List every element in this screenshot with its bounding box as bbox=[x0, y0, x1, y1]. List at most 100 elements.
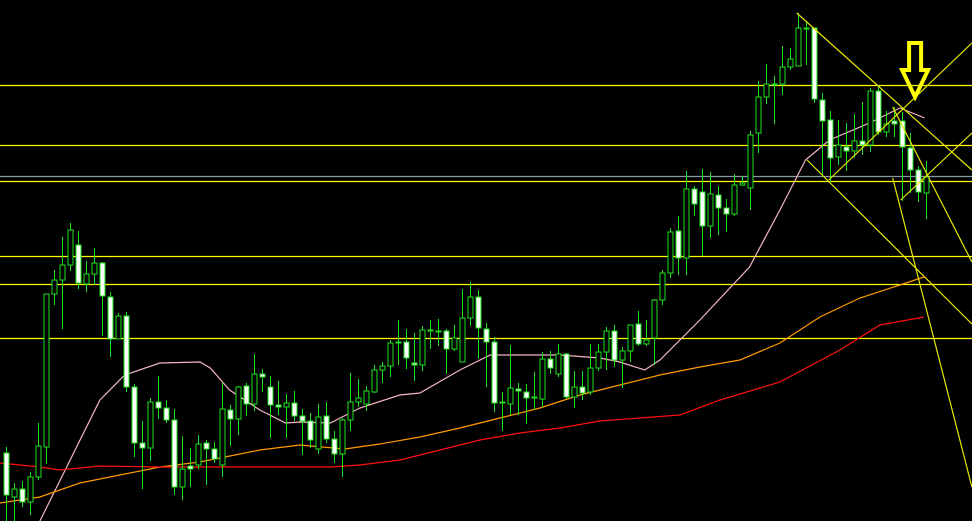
bearish-candle-body bbox=[723, 207, 730, 215]
bullish-candle-body bbox=[27, 476, 34, 503]
bullish-candle-body bbox=[67, 229, 74, 266]
bearish-candle-body bbox=[3, 452, 10, 496]
bearish-candle-body bbox=[187, 465, 194, 470]
bearish-candle-body bbox=[171, 419, 178, 488]
moving-average-line bbox=[0, 316, 925, 471]
bearish-candle-body bbox=[259, 373, 266, 378]
bearish-candle-body bbox=[107, 296, 114, 340]
trendline bbox=[828, 42, 972, 181]
bullish-candle-body bbox=[835, 144, 842, 158]
bullish-candle-body bbox=[419, 329, 426, 366]
bearish-candle-body bbox=[563, 353, 570, 398]
bearish-candle-body bbox=[307, 420, 314, 441]
bearish-candle-body bbox=[691, 188, 698, 205]
bearish-candle-body bbox=[403, 341, 410, 359]
bullish-candle-body bbox=[683, 188, 690, 259]
bullish-candle-body bbox=[451, 337, 458, 350]
bullish-candle-body bbox=[315, 416, 322, 450]
trendline bbox=[806, 159, 972, 325]
bearish-candle-body bbox=[299, 415, 306, 422]
bullish-candle-body bbox=[627, 324, 634, 352]
bearish-candle-body bbox=[891, 120, 898, 125]
bullish-candle-body bbox=[659, 272, 666, 301]
bullish-candle-body bbox=[923, 176, 930, 194]
bullish-candle-body bbox=[147, 401, 154, 449]
bullish-candle-body bbox=[435, 330, 442, 333]
bearish-candle-body bbox=[843, 146, 850, 152]
bearish-candle-body bbox=[275, 404, 282, 408]
bullish-candle-body bbox=[539, 358, 546, 400]
bullish-candle-body bbox=[667, 231, 674, 274]
bearish-candle-body bbox=[19, 488, 26, 503]
bullish-candle-body bbox=[59, 264, 66, 281]
trendline bbox=[892, 177, 972, 488]
bullish-candle-body bbox=[363, 390, 370, 405]
bearish-candle-body bbox=[875, 90, 882, 133]
bearish-candle-body bbox=[331, 438, 338, 455]
bullish-candle-body bbox=[339, 419, 346, 455]
bullish-candle-body bbox=[219, 408, 226, 466]
bullish-candle-body bbox=[91, 262, 98, 275]
trendline bbox=[892, 106, 972, 263]
bullish-candle-body bbox=[43, 293, 50, 448]
bearish-candle-body bbox=[475, 296, 482, 329]
bearish-candle-body bbox=[811, 27, 818, 100]
bullish-candle-body bbox=[379, 365, 386, 371]
bullish-candle-body bbox=[467, 296, 474, 319]
bullish-candle-body bbox=[387, 342, 394, 367]
bearish-candle-body bbox=[323, 415, 330, 440]
bearish-candle-body bbox=[203, 442, 210, 450]
bearish-candle-body bbox=[243, 385, 250, 405]
bullish-candle-body bbox=[179, 468, 186, 488]
bullish-candle-body bbox=[795, 27, 802, 67]
bullish-candle-body bbox=[115, 315, 122, 340]
bearish-candle-body bbox=[907, 147, 914, 171]
bullish-candle-body bbox=[11, 488, 18, 498]
bullish-candle-body bbox=[739, 182, 746, 186]
bullish-candle-body bbox=[427, 329, 434, 332]
bearish-candle-body bbox=[611, 330, 618, 361]
bearish-candle-body bbox=[131, 386, 138, 444]
bearish-candle-body bbox=[675, 230, 682, 259]
bearish-candle-body bbox=[859, 140, 866, 146]
bullish-candle-body bbox=[763, 83, 770, 98]
trendline bbox=[900, 132, 972, 201]
bullish-candle-body bbox=[35, 445, 42, 478]
bearish-candle-body bbox=[635, 323, 642, 345]
bearish-candle-body bbox=[715, 194, 722, 209]
bearish-candle-body bbox=[515, 388, 522, 392]
bullish-candle-body bbox=[555, 353, 562, 375]
bearish-candle-body bbox=[827, 119, 834, 159]
bullish-candle-body bbox=[747, 134, 754, 189]
moving-average-line bbox=[0, 276, 925, 504]
bearish-candle-body bbox=[227, 409, 234, 420]
bullish-candle-body bbox=[755, 96, 762, 134]
bullish-candle-body bbox=[603, 330, 610, 353]
bullish-candle-body bbox=[595, 351, 602, 369]
bearish-candle-body bbox=[547, 358, 554, 369]
bearish-candle-body bbox=[443, 330, 450, 350]
bullish-candle-body bbox=[571, 386, 578, 398]
bearish-candle-body bbox=[211, 448, 218, 460]
bearish-candle-body bbox=[699, 191, 706, 227]
bullish-candle-body bbox=[851, 140, 858, 152]
bullish-candle-body bbox=[251, 373, 258, 405]
bearish-candle-body bbox=[139, 442, 146, 449]
trendline bbox=[796, 12, 972, 171]
bearish-candle-body bbox=[483, 328, 490, 343]
moving-average-line bbox=[39, 107, 925, 521]
bullish-candle-body bbox=[771, 83, 778, 86]
bearish-candle-body bbox=[163, 407, 170, 421]
bullish-candle-body bbox=[195, 443, 202, 466]
bullish-candle-body bbox=[587, 367, 594, 393]
bullish-candle-body bbox=[619, 350, 626, 361]
bearish-candle-body bbox=[75, 244, 82, 284]
bullish-candle-body bbox=[867, 90, 874, 146]
bullish-candle-body bbox=[531, 396, 538, 399]
bearish-candle-body bbox=[899, 120, 906, 148]
bullish-candle-body bbox=[283, 402, 290, 408]
bullish-candle-body bbox=[83, 273, 90, 285]
bullish-candle-body bbox=[707, 193, 714, 227]
